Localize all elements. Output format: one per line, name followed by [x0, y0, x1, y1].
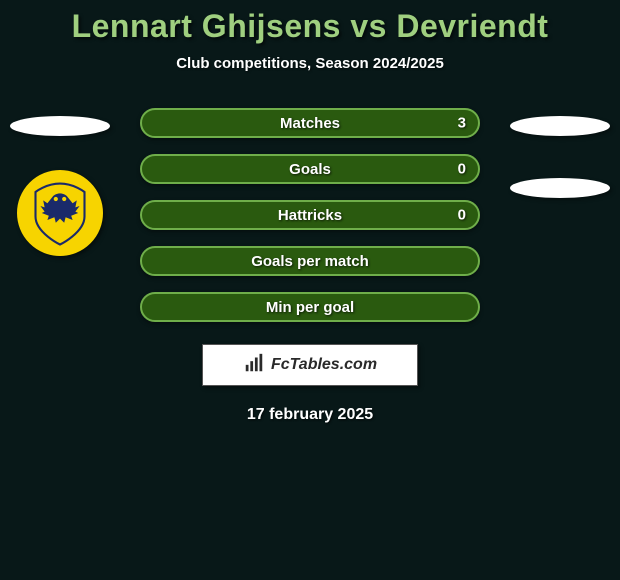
- stat-label: Hattricks: [278, 207, 342, 224]
- stat-label: Matches: [280, 115, 340, 132]
- attribution-badge: FcTables.com: [202, 344, 418, 386]
- stat-bar: Matches 3: [140, 108, 480, 138]
- avatar-placeholder-icon: [510, 178, 610, 198]
- page-title: Lennart Ghijsens vs Devriendt: [72, 8, 549, 45]
- stat-label: Min per goal: [266, 299, 354, 316]
- left-player-column: [10, 108, 110, 256]
- stat-bar: Min per goal: [140, 292, 480, 322]
- comparison-body: Matches 3 Goals 0 Hattricks 0 Goals per …: [0, 108, 620, 322]
- stat-label: Goals per match: [251, 253, 369, 270]
- stat-label: Goals: [289, 161, 331, 178]
- stat-right-value: 0: [458, 161, 466, 178]
- right-player-column: [510, 108, 610, 198]
- club-crest-icon: [17, 170, 103, 256]
- comparison-card: Lennart Ghijsens vs Devriendt Club compe…: [0, 0, 620, 424]
- avatar-placeholder-icon: [510, 116, 610, 136]
- stat-bar: Goals per match: [140, 246, 480, 276]
- stat-bar: Hattricks 0: [140, 200, 480, 230]
- attribution-text: FcTables.com: [271, 356, 377, 374]
- date-label: 17 february 2025: [247, 406, 373, 424]
- stat-bar: Goals 0: [140, 154, 480, 184]
- stat-right-value: 3: [458, 115, 466, 132]
- avatar-placeholder-icon: [10, 116, 110, 136]
- page-subtitle: Club competitions, Season 2024/2025: [176, 55, 444, 72]
- barchart-icon: [243, 352, 265, 379]
- stats-bars: Matches 3 Goals 0 Hattricks 0 Goals per …: [140, 108, 480, 322]
- stat-right-value: 0: [458, 207, 466, 224]
